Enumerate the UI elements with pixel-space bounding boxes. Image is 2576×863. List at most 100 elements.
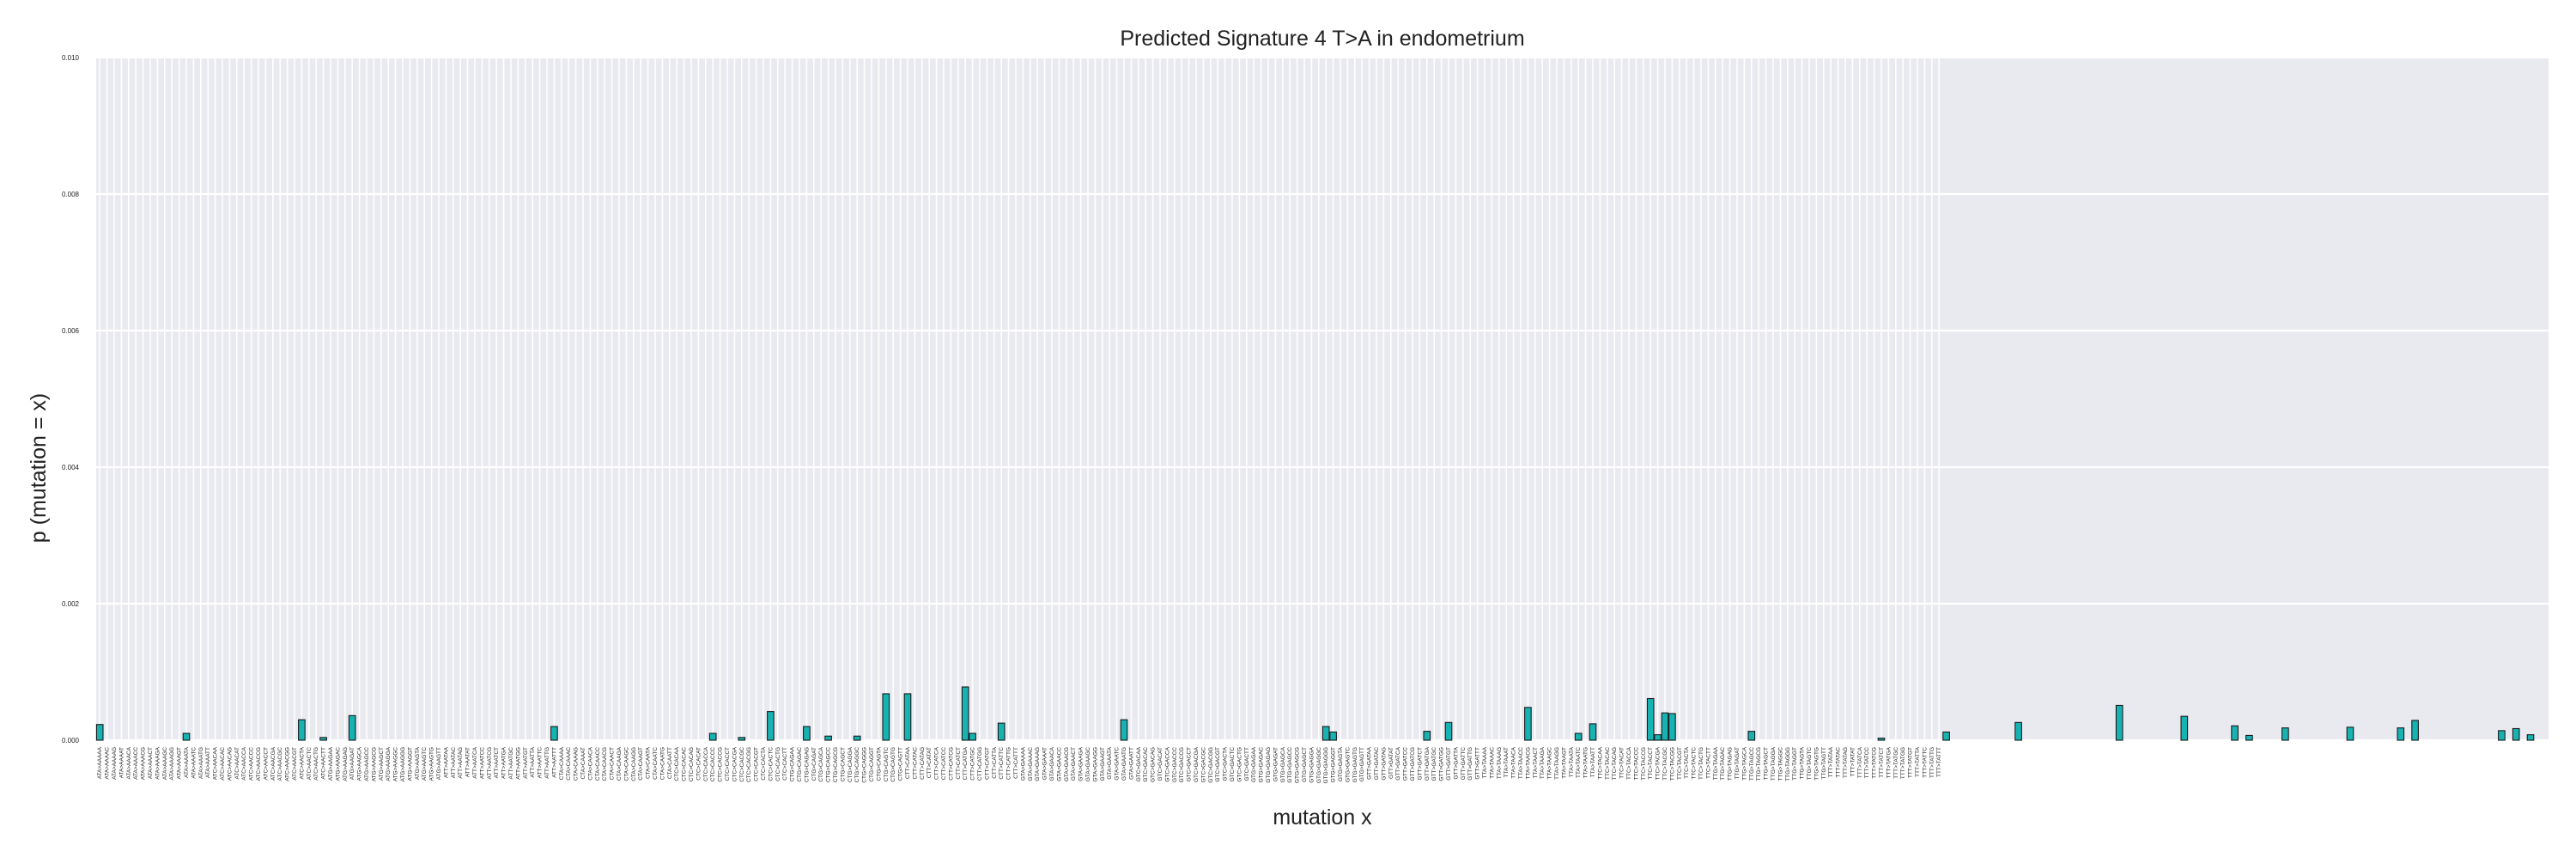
bar: [2526, 734, 2535, 741]
x-tick-label: ATT>AATAA: [443, 746, 449, 778]
x-tick-label: ATT>AATAG: [458, 747, 464, 779]
x-tick-label: GTA>GAAGG: [1092, 747, 1098, 782]
x-tick-label: ATT>AATGC: [508, 747, 514, 780]
bar: [1747, 731, 1756, 741]
x-tick-label: ATT>AATAT: [465, 747, 471, 777]
x-tick-label: TTG>TAGCT: [1764, 747, 1770, 780]
bar: [2180, 715, 2189, 741]
x-tick-label: TTA>TAAAA: [1482, 746, 1488, 778]
x-tick-label: TTT>TATGC: [1893, 747, 1899, 779]
x-tick-label: TTC>TACAT: [1619, 747, 1625, 779]
x-tick-label: CTG>CAGCA: [818, 746, 824, 781]
x-tick-label: TTT>TATGG: [1900, 747, 1906, 779]
x-tick-label: GTG>GAGGA: [1309, 746, 1315, 782]
x-tick-label: GTC>GACTT: [1244, 747, 1250, 781]
x-tick-label: GTC>GACAC: [1143, 747, 1149, 782]
x-tick-label: CTA>CAAGG: [631, 747, 637, 781]
bar: [1646, 697, 1655, 741]
x-tick-label: TTA>TAATA: [1569, 746, 1575, 777]
x-tick-label: CTG>CAGCG: [833, 747, 839, 782]
x-tick-label: CTG>CAGGG: [862, 747, 868, 783]
x-tick-label: TTT>TATTA: [1915, 746, 1921, 777]
x-tick-label: CTG>CAGGC: [854, 747, 860, 783]
x-tick-label: ATC>AACTT: [321, 747, 327, 780]
x-tick-label: TTC>TACGA: [1656, 746, 1662, 780]
x-tick-label: ATC>AACAT: [234, 747, 240, 780]
x-tick-label: GTA>GAACT: [1071, 747, 1077, 781]
bar: [969, 732, 976, 741]
x-tick-label: TTC>TACGT: [1677, 747, 1683, 780]
y-tick-label: 0.006: [62, 327, 80, 335]
x-tick-label: CTC>CACGG: [746, 747, 752, 782]
x-tick-label: GTG>GAGAT: [1273, 747, 1279, 781]
x-tick-label: ATT>AATGG: [515, 747, 521, 780]
bar: [903, 693, 912, 741]
x-tick-label: CTC>CACCC: [710, 747, 716, 782]
bar: [767, 711, 775, 741]
x-tick-label: CTC>CACTC: [768, 747, 774, 781]
x-tick-label: GTA>GAAAT: [1042, 747, 1048, 780]
x-tick-label: ATC>AACAG: [227, 747, 233, 781]
x-tick-label: CTA>CAATT: [667, 747, 673, 779]
x-tick-label: TTT>TATCG: [1872, 747, 1878, 779]
x-tick-label: ATT>AATCG: [487, 747, 493, 780]
x-tick-label: TTT>TATTG: [1929, 747, 1935, 778]
x-tick-label: TTC>TACCA: [1626, 746, 1632, 780]
x-tick-label: GTG>GAGAA: [1251, 746, 1257, 782]
x-tick-label: ATC>AACGC: [277, 747, 283, 781]
bar: [348, 714, 356, 741]
x-tick-label: CTA>CAAGC: [623, 747, 629, 781]
bar: [1120, 719, 1128, 741]
x-tick-label: GTC>GACCA: [1164, 746, 1170, 781]
x-tick-label: ATT>AATCC: [479, 747, 485, 779]
x-tick-label: ATC>AACCG: [256, 747, 262, 781]
x-tick-label: CTG>CAGGT: [869, 747, 875, 782]
x-tick-label: ATG>AAGCA: [357, 746, 363, 781]
x-tick-label: CTC>CACCG: [718, 747, 724, 782]
x-tick-label: ATC>AACAC: [220, 747, 226, 781]
x-tick-label: GTT>GATAC: [1374, 747, 1380, 781]
x-tick-label: TTG>TAGGA: [1771, 746, 1777, 781]
x-tick-label: GTA>GAAGC: [1085, 747, 1091, 781]
x-tick-label: GTT>GATAA: [1367, 746, 1373, 780]
x-tick-label: ATG>AAGAG: [343, 747, 349, 781]
x-tick-label: TTG>TAGCA: [1741, 746, 1747, 780]
x-tick-label: TTT>TATAC: [1836, 747, 1842, 778]
x-tick-label: ATT>AATCA: [472, 746, 478, 778]
x-tick-label: GTC>GACTG: [1236, 747, 1242, 782]
x-tick-label: TTC>TACTT: [1705, 747, 1711, 779]
x-tick-label: CTC>CACAC: [682, 747, 688, 781]
x-tick-label: ATA>AAAGG: [169, 747, 175, 781]
x-tick-label: ATA>AAAGT: [177, 747, 183, 780]
x-tick-label: TTA>TAAAG: [1497, 747, 1503, 779]
x-tick-label: CTG>CAGTT: [898, 747, 904, 781]
x-tick-label: GTA>GAACG: [1064, 747, 1070, 781]
x-tick-label: CTT>CATTT: [1013, 747, 1019, 779]
x-tick-label: ATA>AAACA: [126, 746, 132, 779]
x-tick-label: GTC>GACGC: [1200, 747, 1206, 783]
x-tick-label: ATG>AAGGC: [393, 747, 399, 781]
x-tick-label: TTG>TAGTA: [1800, 746, 1806, 779]
x-tick-label: GTT>GATTG: [1467, 747, 1473, 781]
x-tick-label: GTT>GATTC: [1461, 747, 1467, 781]
x-tick-label: TTC>TACAC: [1605, 747, 1611, 780]
x-tick-label: GTT>GATTT: [1475, 747, 1481, 780]
x-tick-label: CTC>CACGA: [732, 746, 738, 781]
x-tick-label: GTT>GATGA: [1425, 746, 1431, 781]
bar: [2512, 727, 2520, 741]
bar: [2231, 725, 2239, 741]
x-tick-label: CTG>CAGCT: [840, 747, 846, 781]
x-tick-label: GTG>GAGGC: [1316, 747, 1322, 783]
x-tick-label: TTC>TACGG: [1669, 747, 1675, 781]
x-tick-label: GTT>GATCG: [1410, 747, 1416, 781]
x-tick-label: ATC>AACCA: [241, 746, 247, 780]
x-tick-label: CTT>CATCT: [956, 747, 962, 780]
x-tick-label: CTC>CACTG: [775, 747, 781, 781]
x-tick-label: GTG>GAGCT: [1302, 747, 1308, 782]
x-tick-label: ATA>AAAAG: [112, 747, 118, 780]
x-tick-label: TTT>TATTC: [1922, 747, 1928, 778]
x-tick-label: CTC>CACGT: [754, 747, 760, 781]
x-tick-label: CTA>CAATA: [646, 746, 652, 779]
x-tick-label: TTT>TATCT: [1879, 747, 1885, 778]
